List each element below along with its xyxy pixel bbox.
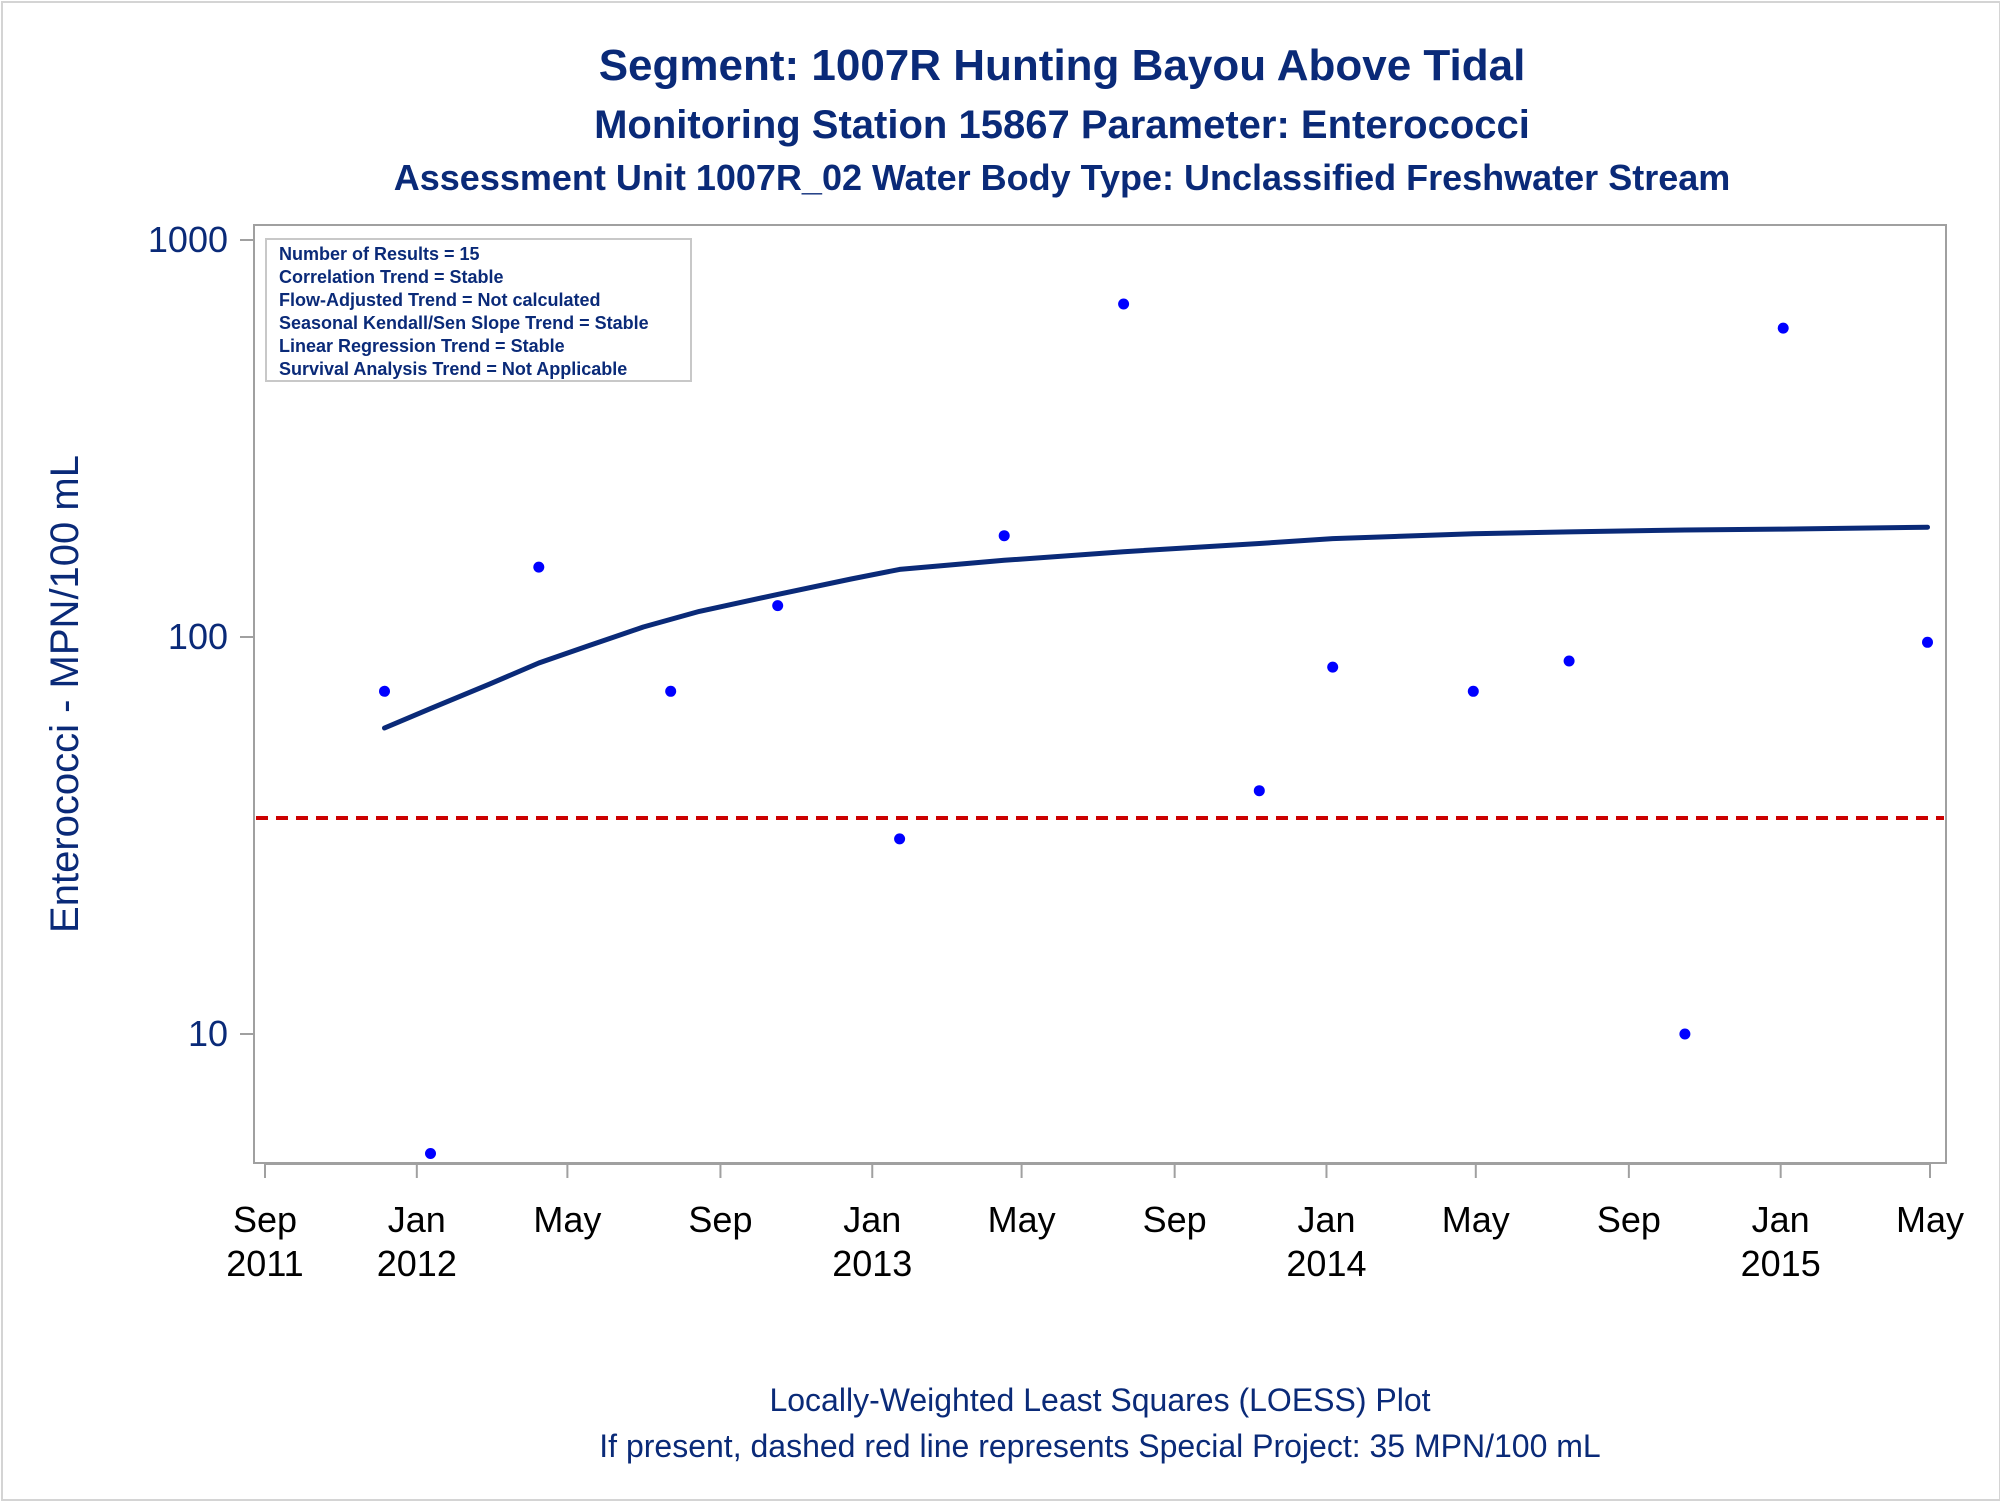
data-point (1327, 661, 1339, 673)
info-line: Number of Results = 15 (279, 244, 480, 264)
data-point (894, 833, 906, 845)
x-tick-label-year: 2011 (226, 1243, 303, 1284)
info-box: Number of Results = 15 Correlation Trend… (265, 238, 692, 382)
data-point (772, 600, 784, 612)
x-tick-label-year: 2013 (832, 1243, 912, 1284)
footnote-loess: Locally-Weighted Least Squares (LOESS) P… (769, 1382, 1430, 1418)
x-tick-label-month: May (1442, 1199, 1510, 1240)
chart-subtitle-2: Assessment Unit 1007R_02 Water Body Type… (394, 157, 1731, 198)
data-points (379, 298, 1933, 1159)
data-point (1922, 636, 1933, 648)
x-tick-label-month: Sep (688, 1199, 752, 1240)
x-tick-label-month: Jan (1752, 1199, 1810, 1240)
info-line: Seasonal Kendall/Sen Slope Trend = Stabl… (279, 313, 649, 333)
chart-title: Segment: 1007R Hunting Bayou Above Tidal (599, 41, 1526, 90)
x-tick-label-month: Sep (1597, 1199, 1661, 1240)
data-point (1467, 685, 1479, 697)
x-tick-label-month: Jan (843, 1199, 901, 1240)
x-tick-label-month: May (1896, 1199, 1964, 1240)
x-tick-label-month: May (988, 1199, 1056, 1240)
loess-curve (382, 524, 1930, 731)
data-point (1777, 322, 1789, 334)
info-line: Survival Analysis Trend = Not Applicable (279, 359, 627, 379)
info-line: Correlation Trend = Stable (279, 267, 504, 287)
data-point (533, 561, 545, 573)
info-line: Linear Regression Trend = Stable (279, 336, 565, 356)
y-tick-label: 100 (168, 616, 228, 657)
info-line: Flow-Adjusted Trend = Not calculated (279, 290, 601, 310)
x-tick-label-year: 2012 (377, 1243, 457, 1284)
x-tick-label-month: Sep (1143, 1199, 1207, 1240)
x-tick-label-year: 2014 (1286, 1243, 1366, 1284)
chart-subtitle: Monitoring Station 15867 Parameter: Ente… (594, 103, 1530, 147)
y-tick-label: 1000 (148, 219, 228, 260)
data-point (425, 1148, 436, 1159)
footnote-reference: If present, dashed red line represents S… (599, 1428, 1600, 1464)
data-point (1563, 655, 1575, 667)
x-tick-label-month: Jan (388, 1199, 446, 1240)
data-point (1253, 785, 1265, 797)
x-tick-label-month: Jan (1297, 1199, 1355, 1240)
data-point (1118, 298, 1130, 310)
info-box-border (265, 238, 692, 382)
x-tick-label-year: 2015 (1741, 1243, 1821, 1284)
data-point (1679, 1028, 1691, 1040)
loess-line (382, 524, 1930, 731)
data-point (379, 685, 390, 697)
y-tick-label: 10 (188, 1013, 228, 1054)
data-point (998, 530, 1010, 542)
x-tick-label-month: Sep (233, 1199, 297, 1240)
y-axis-label: Enterococci - MPN/100 mL (43, 455, 87, 933)
y-axis: 10 100 1000 (148, 219, 254, 1054)
data-point (665, 685, 677, 697)
x-tick-label-month: May (533, 1199, 601, 1240)
